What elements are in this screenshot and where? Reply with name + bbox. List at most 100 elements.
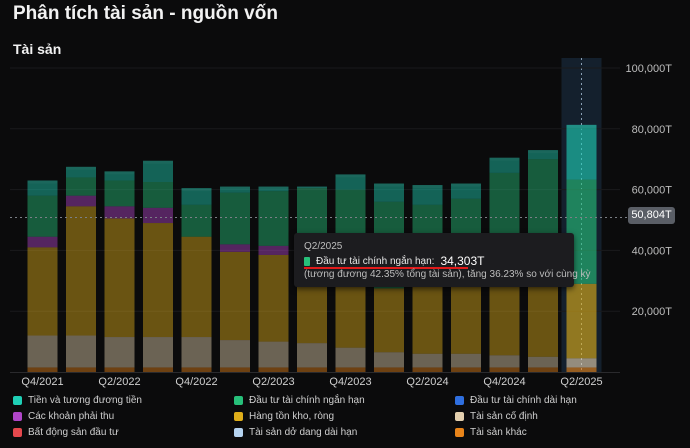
y-tick-label: 80,000T — [632, 124, 673, 136]
legend-label: Tài sản dở dang dài hạn — [249, 427, 358, 438]
bar-segment — [374, 288, 404, 353]
x-tick-label: Q2/2022 — [98, 376, 140, 388]
bar-segment — [412, 185, 443, 205]
legend-item-investment-property[interactable]: Bất động sản đầu tư — [13, 427, 119, 438]
bar-segment — [451, 353, 481, 368]
bar-segment — [297, 367, 327, 372]
bar-segment — [374, 367, 404, 372]
bar-segment — [27, 335, 58, 368]
legend-item-construction-in-progress[interactable]: Tài sản dở dang dài hạn — [234, 427, 357, 438]
chart-subtitle: Tài sản — [13, 41, 62, 57]
legend-item-long-term-investment[interactable]: Đầu tư tài chính dài hạn — [455, 395, 577, 406]
legend-label: Tiền và tương đương tiền — [28, 395, 142, 406]
bar-segment — [220, 244, 250, 252]
legend-item-cash[interactable]: Tiền và tương đương tiền — [13, 395, 142, 406]
bar-segment — [489, 367, 520, 372]
legend-item-fixed-assets[interactable]: Tài sản cố định — [455, 411, 538, 422]
bar-cap — [413, 185, 443, 188]
legend-swatch — [455, 428, 464, 437]
tooltip-color-swatch — [304, 256, 310, 266]
legend-swatch — [234, 396, 243, 405]
bar-segment — [220, 192, 250, 245]
bar-cap — [297, 187, 327, 190]
tooltip-value: 34,303T — [440, 254, 485, 268]
bar-segment — [104, 206, 135, 219]
bar-segment — [27, 247, 58, 336]
x-tick-label: Q2/2023 — [252, 376, 294, 388]
x-tick-label: Q2/2025 — [560, 376, 602, 388]
tooltip-highlight-underline — [304, 267, 468, 269]
legend-swatch — [13, 428, 22, 437]
x-tick-label: Q4/2021 — [21, 376, 63, 388]
tooltip-note: (tương đương 42.35% tổng tài sản), tăng … — [304, 269, 591, 280]
legend-label: Bất động sản đầu tư — [28, 427, 119, 438]
bar-segment — [181, 236, 212, 338]
bar-segment — [566, 283, 597, 359]
bar-segment — [143, 207, 173, 224]
page-title: Phân tích tài sản - nguồn vốn — [13, 3, 278, 24]
legend-item-other-assets[interactable]: Tài sản khác — [455, 427, 527, 438]
bar-segment — [181, 204, 212, 237]
bar-segment — [220, 367, 250, 372]
legend-swatch — [13, 412, 22, 421]
bar-segment — [27, 367, 58, 372]
bar-segment — [104, 171, 135, 181]
asset-stacked-bar-chart[interactable]: 20,000T 40,000T 60,000T 80,000T 100,000T Q4/2… — [0, 0, 690, 390]
legend-label: Các khoản phải thu — [28, 411, 115, 422]
legend-label: Tài sản cố định — [470, 411, 538, 422]
legend-swatch — [455, 412, 464, 421]
bar-cap — [105, 171, 135, 174]
bar-segment — [143, 182, 173, 208]
bar-segment — [104, 218, 135, 338]
chart-tooltip: Q2/2025 Đầu tư tài chính ngắn hạn: 34,30… — [294, 233, 591, 287]
legend-label: Hàng tồn kho, ròng — [249, 411, 335, 422]
bar-segment — [489, 355, 520, 368]
bar-segment — [104, 180, 135, 207]
bar-segment — [66, 166, 96, 178]
y-tick-label: 100,000T — [626, 63, 673, 75]
bar-segment — [104, 367, 135, 372]
bar-segment — [335, 367, 366, 372]
bar-cap — [490, 158, 520, 161]
bar-cap — [143, 161, 173, 164]
tooltip-row: Đầu tư tài chính ngắn hạn: 34,303T — [304, 254, 485, 268]
bar-segment — [566, 124, 597, 180]
bar-cap — [66, 167, 96, 170]
bar-segment — [27, 195, 58, 237]
bar-segment — [412, 367, 443, 372]
bar-segment — [220, 340, 250, 368]
bar-segment — [528, 367, 558, 372]
y-tick-label: 20,000T — [632, 306, 673, 318]
x-tick-label: Q4/2022 — [175, 376, 217, 388]
tooltip-period: Q2/2025 — [304, 241, 343, 252]
bar-segment — [143, 160, 173, 182]
bar-segment — [181, 337, 212, 368]
bar-segment — [258, 186, 289, 192]
bar-segment — [104, 337, 135, 368]
bar-segment — [566, 358, 597, 368]
y-tick-label: 40,000T — [632, 245, 673, 257]
bar-segment — [335, 174, 366, 190]
legend-label: Đầu tư tài chính dài hạn — [470, 395, 577, 406]
x-tick-label: Q4/2023 — [329, 376, 371, 388]
bar-segment — [489, 157, 520, 173]
bar-cap — [451, 184, 481, 187]
bar-segment — [451, 367, 481, 372]
bar-segment — [181, 367, 212, 372]
bar-segment — [258, 245, 289, 255]
legend-item-short-term-investment[interactable]: Đầu tư tài chính ngắn hạn — [234, 395, 365, 406]
bar-segment — [66, 206, 96, 336]
legend-item-receivables[interactable]: Các khoản phải thu — [13, 411, 114, 422]
current-value-label: 50,804T — [628, 207, 675, 224]
x-tick-label: Q2/2024 — [406, 376, 448, 388]
bar-segment — [451, 183, 481, 199]
bar-segment — [297, 343, 327, 368]
bar-cap — [374, 184, 404, 187]
bar-cap — [182, 188, 212, 191]
bar-segment — [220, 186, 250, 193]
legend-label: Tài sản khác — [470, 427, 527, 438]
bar-segment — [258, 341, 289, 368]
legend-swatch — [234, 412, 243, 421]
bar-segment — [143, 367, 173, 372]
legend-item-inventory[interactable]: Hàng tồn kho, ròng — [234, 411, 334, 422]
